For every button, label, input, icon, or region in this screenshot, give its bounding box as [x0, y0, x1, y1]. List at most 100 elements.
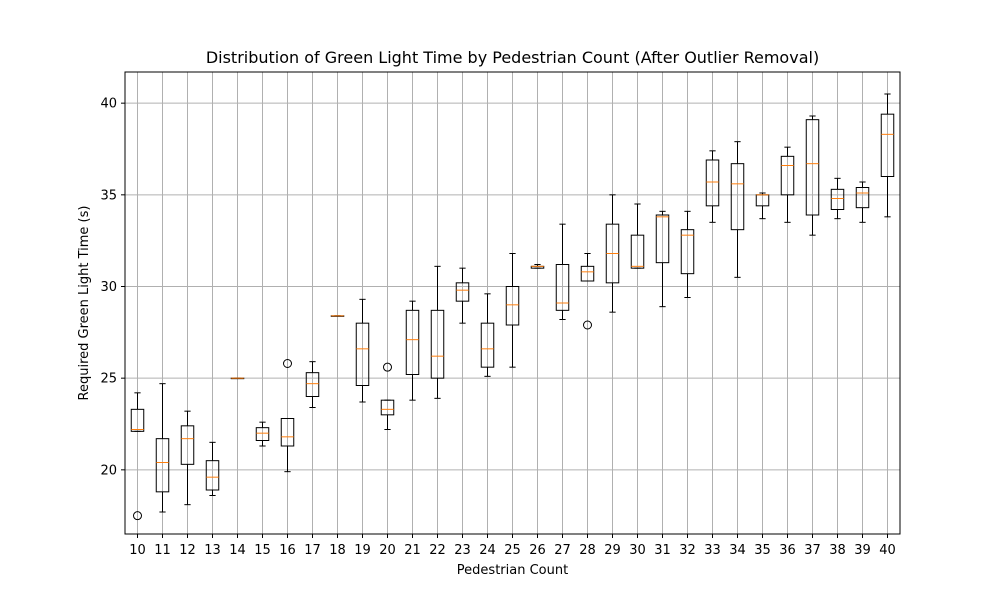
- box-iqr: [305, 372, 320, 397]
- box-16: [280, 359, 295, 473]
- x-tick-label: 24: [479, 543, 496, 558]
- box-14: [230, 377, 245, 380]
- outlier-point: [283, 359, 292, 368]
- plot-area-frame: [124, 71, 901, 535]
- box-iqr: [355, 322, 370, 386]
- box-15: [255, 421, 270, 447]
- box-37: [805, 115, 820, 236]
- box-20: [380, 362, 395, 430]
- box-iqr: [430, 309, 445, 379]
- x-tick-label: 36: [779, 543, 796, 558]
- box-iqr: [155, 438, 170, 493]
- box-36: [780, 146, 795, 223]
- x-tick-label: 14: [229, 543, 246, 558]
- x-tick-label: 20: [379, 543, 396, 558]
- x-tick-label: 21: [404, 543, 421, 558]
- x-tick-label: 29: [604, 543, 621, 558]
- outlier-point: [583, 320, 592, 330]
- box-21: [405, 300, 420, 401]
- y-tick-label: 25: [100, 372, 117, 387]
- box-18: [330, 315, 345, 317]
- y-tick-label: 35: [100, 188, 117, 203]
- outlier-point: [133, 511, 142, 521]
- box-iqr: [480, 322, 495, 368]
- y-tick-label: 40: [100, 97, 117, 112]
- box-38: [830, 177, 845, 220]
- box-26: [530, 264, 545, 269]
- box-33: [705, 150, 720, 223]
- box-10: [130, 392, 145, 521]
- box-23: [455, 267, 470, 324]
- chart-title: Distribution of Green Light Time by Pede…: [206, 48, 819, 67]
- outlier-point: [383, 362, 392, 372]
- box-iqr: [830, 188, 845, 210]
- box-iqr: [505, 286, 520, 326]
- y-tick-label: 30: [100, 280, 117, 295]
- x-tick-label: 16: [279, 543, 296, 558]
- x-tick-label: 18: [329, 543, 346, 558]
- box-iqr: [255, 427, 270, 441]
- box-29: [605, 194, 620, 313]
- box-25: [505, 253, 520, 368]
- x-tick-label: 30: [629, 543, 646, 558]
- box-31: [655, 210, 670, 308]
- box-35: [755, 192, 770, 220]
- x-tick-label: 38: [829, 543, 846, 558]
- y-axis-label: Required Green Light Time (s): [77, 206, 92, 401]
- x-tick-label: 26: [529, 543, 546, 558]
- box-iqr: [805, 119, 820, 216]
- x-tick-label: 35: [754, 543, 771, 558]
- box-iqr: [680, 229, 695, 275]
- box-11: [155, 383, 170, 513]
- x-tick-label: 15: [254, 543, 271, 558]
- box-30: [630, 203, 645, 269]
- box-13: [205, 441, 220, 496]
- x-tick-label: 28: [579, 543, 596, 558]
- box-39: [855, 181, 870, 223]
- box-iqr: [280, 418, 295, 447]
- x-tick-label: 12: [179, 543, 196, 558]
- x-tick-label: 33: [704, 543, 721, 558]
- box-iqr: [380, 399, 395, 416]
- x-tick-label: 22: [429, 543, 446, 558]
- box-27: [555, 223, 570, 320]
- box-iqr: [555, 264, 570, 311]
- box-iqr: [880, 113, 895, 177]
- box-12: [180, 410, 195, 506]
- x-tick-label: 27: [554, 543, 571, 558]
- box-22: [430, 265, 445, 399]
- box-iqr: [855, 187, 870, 209]
- box-iqr: [730, 163, 745, 231]
- x-tick-label: 17: [304, 543, 321, 558]
- box-iqr: [655, 214, 670, 264]
- box-iqr: [130, 408, 145, 432]
- x-tick-label: 25: [504, 543, 521, 558]
- box-iqr: [580, 265, 595, 282]
- box-40: [880, 93, 895, 218]
- x-tick-label: 39: [854, 543, 871, 558]
- box-17: [305, 361, 320, 408]
- x-tick-label: 37: [804, 543, 821, 558]
- x-tick-label: 32: [679, 543, 696, 558]
- box-34: [730, 141, 745, 278]
- box-iqr: [405, 309, 420, 376]
- x-tick-label: 19: [354, 543, 371, 558]
- x-tick-label: 34: [729, 543, 746, 558]
- x-tick-label: 40: [879, 543, 896, 558]
- box-24: [480, 293, 495, 377]
- box-iqr: [180, 425, 195, 465]
- box-32: [680, 210, 695, 298]
- x-tick-label: 13: [204, 543, 221, 558]
- x-tick-label: 10: [129, 543, 146, 558]
- box-iqr: [205, 460, 220, 491]
- boxes-layer: [130, 93, 895, 521]
- box-iqr: [630, 234, 645, 269]
- box-iqr: [780, 155, 795, 196]
- box-19: [355, 298, 370, 403]
- box-iqr: [455, 282, 470, 302]
- box-28: [580, 253, 595, 330]
- x-tick-label: 31: [654, 543, 671, 558]
- x-axis-label: Pedestrian Count: [457, 563, 568, 578]
